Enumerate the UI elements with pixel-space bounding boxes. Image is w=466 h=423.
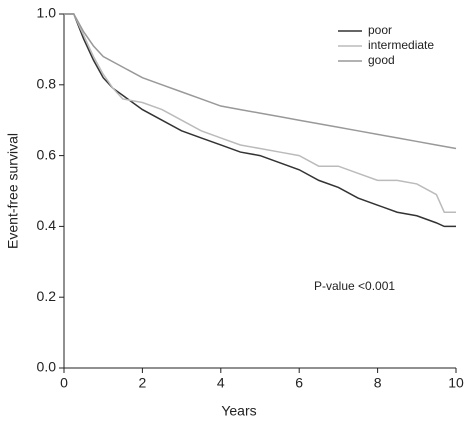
x-tick-label: 10	[448, 375, 464, 391]
x-tick-label: 2	[139, 375, 147, 391]
x-tick-label: 6	[295, 375, 303, 391]
x-tick-label: 0	[60, 375, 68, 391]
legend-label: poor	[368, 23, 392, 37]
y-tick-label: 0.4	[37, 217, 57, 233]
legend-label: good	[368, 53, 395, 67]
x-axis-label: Years	[221, 403, 256, 419]
survival-line	[64, 13, 457, 150]
y-tick-label: 0.0	[37, 359, 57, 375]
annotation: P-value <0.001	[314, 279, 395, 293]
y-tick-label: 0.8	[37, 76, 57, 92]
y-tick-label: 0.6	[37, 146, 57, 162]
x-tick-label: 8	[374, 375, 382, 391]
x-tick-label: 4	[217, 375, 225, 391]
legend-label: intermediate	[368, 38, 434, 52]
y-tick-label: 0.2	[37, 288, 57, 304]
survival-line	[64, 13, 456, 228]
y-tick-label: 1.0	[37, 5, 57, 21]
survival-line	[64, 13, 456, 213]
y-axis-label: Event-free survival	[5, 133, 21, 249]
